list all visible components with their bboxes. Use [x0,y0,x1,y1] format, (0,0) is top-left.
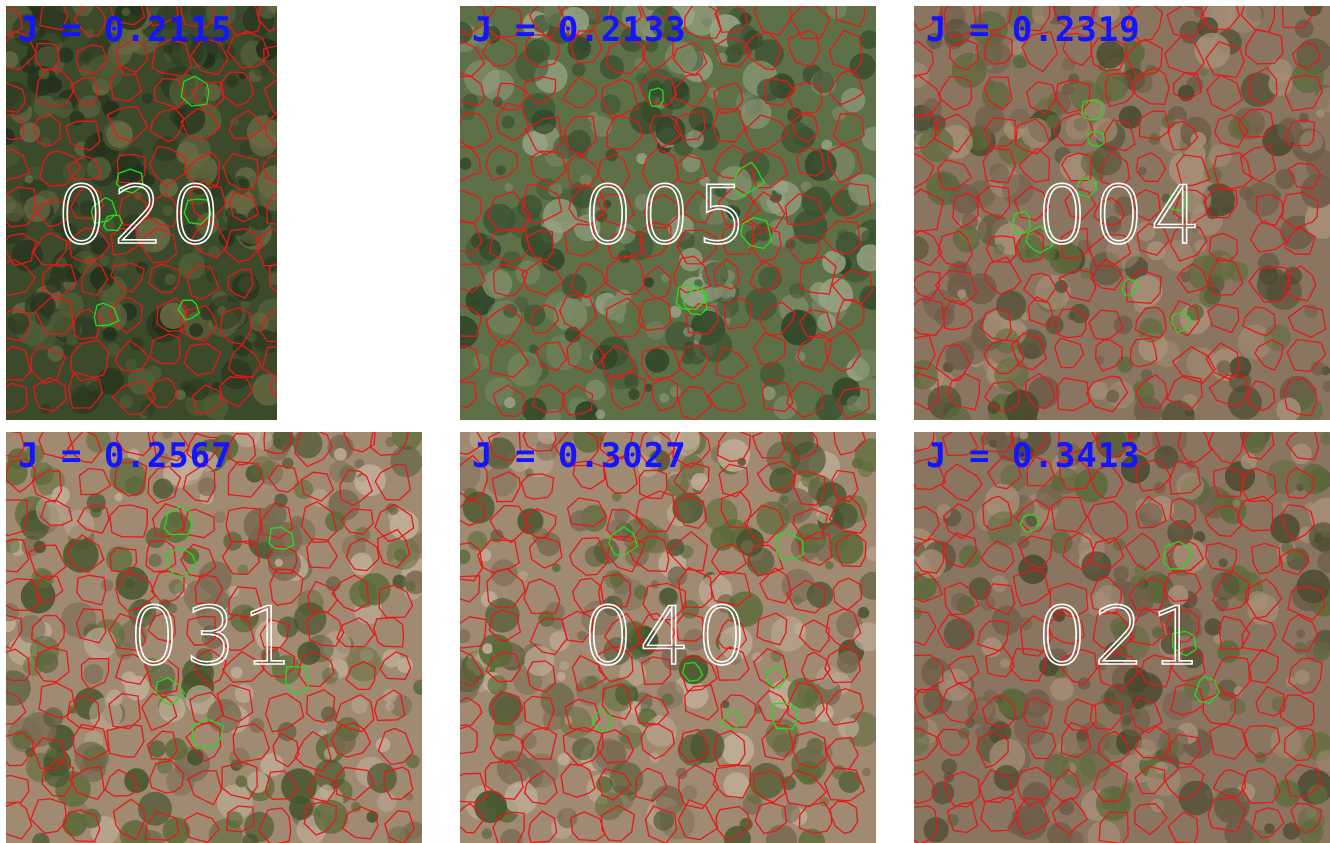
predicted-crown-outlines [6,432,416,843]
aerial-image-040 [460,432,876,843]
panel-040: J = 0.3027 040 [460,432,876,843]
tile-id-label: 031 [128,590,300,683]
jaccard-label: J = 0.3413 [926,436,1141,476]
panel-005: J = 0.2133 005 [460,6,876,420]
tile-id-label: 040 [582,590,754,683]
ground-truth-outlines [648,87,773,316]
jaccard-label: J = 0.2567 [18,436,233,476]
panel-031: J = 0.2567 031 [6,432,422,843]
canopy-texture [6,432,422,843]
tile-id-label: 004 [1036,169,1208,262]
jaccard-label: J = 0.3027 [472,436,687,476]
ground-truth-outlines [592,526,804,732]
jaccard-label: J = 0.2319 [926,10,1141,50]
tile-id-label: 021 [1036,590,1208,683]
ground-truth-outlines [1019,514,1221,705]
predicted-crown-outlines [460,6,873,420]
aerial-image-004 [914,6,1330,420]
panel-021: J = 0.3413 021 [914,432,1330,843]
predicted-crown-outlines [460,432,867,843]
aerial-image-020 [6,6,277,420]
ground-truth-outlines [155,505,310,750]
ground-truth-outlines [1012,99,1191,333]
predicted-crown-outlines [6,6,277,415]
canopy-texture [914,432,1330,843]
jaccard-label: J = 0.2133 [472,10,687,50]
predicted-crown-outlines [914,6,1327,417]
tile-id-label: 005 [582,169,754,262]
aerial-image-021 [914,432,1330,843]
predicted-crown-outlines [914,432,1326,843]
aerial-image-031 [6,432,422,843]
jaccard-label: J = 0.2115 [18,10,233,50]
ground-truth-outlines [90,75,212,327]
aerial-image-005 [460,6,876,420]
canopy-texture [6,6,277,420]
panel-004: J = 0.2319 004 [914,6,1330,420]
tile-id-label: 020 [55,169,227,262]
panel-020: J = 0.2115 020 [6,6,277,420]
